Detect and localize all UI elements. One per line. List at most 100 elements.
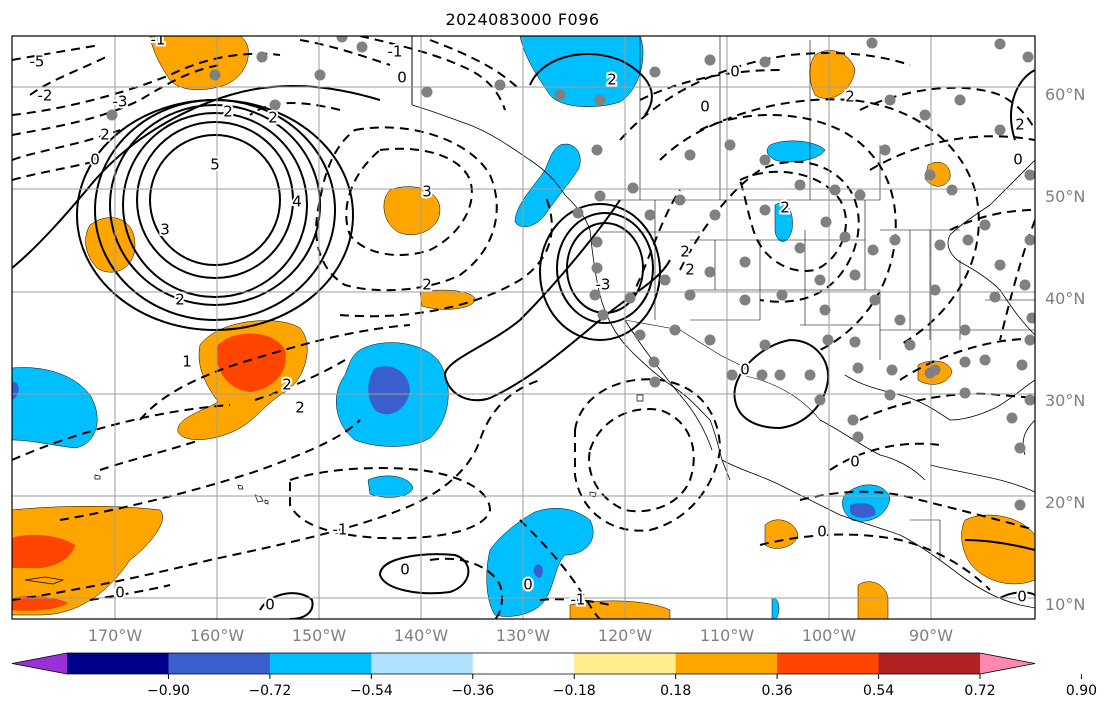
station-marker	[979, 354, 991, 366]
station-marker	[597, 309, 609, 321]
contour-label: 2	[1015, 116, 1025, 134]
lat-label: 50°N	[1045, 187, 1086, 206]
station-marker	[684, 289, 696, 301]
contour-label: 0	[817, 523, 827, 541]
contour-label: -1	[571, 591, 586, 609]
dashed-contours	[12, 36, 1035, 619]
station-marker	[704, 334, 716, 346]
station-marker	[814, 394, 826, 406]
station-marker	[494, 79, 506, 91]
station-marker	[421, 86, 433, 98]
contour-label: -2	[38, 87, 53, 105]
map-frame	[11, 35, 1036, 620]
contour-label: 2	[175, 291, 185, 309]
contour-label: 0	[397, 69, 407, 87]
map-title: 2024083000 F096	[445, 10, 600, 29]
station-marker	[829, 184, 841, 196]
colorbar-tick-label: 0.18	[660, 683, 692, 699]
contour-label: 3	[422, 183, 432, 201]
colorbar-tick-label: 0.36	[761, 683, 793, 699]
station-marker	[649, 66, 661, 78]
political-borders	[600, 36, 1035, 560]
station-marker	[336, 36, 348, 43]
station-marker	[756, 369, 768, 381]
colorbar-tick-label: −0.18	[552, 683, 596, 699]
station-marker	[644, 209, 656, 221]
station-marker	[959, 324, 971, 336]
station-marker	[814, 274, 826, 286]
colorbar-segment	[472, 653, 575, 674]
station-marker	[649, 376, 661, 388]
contour-label: 4	[292, 193, 302, 211]
station-marker	[794, 179, 806, 191]
lon-label: 110°W	[699, 626, 755, 645]
contour-label: 2	[780, 199, 790, 217]
station-marker	[209, 69, 221, 81]
station-marker	[356, 41, 368, 53]
station-marker	[554, 89, 566, 101]
solid-contours	[12, 53, 1035, 619]
station-marker	[794, 242, 806, 254]
station-marker	[854, 189, 866, 201]
lon-label: 120°W	[597, 626, 653, 645]
station-marker	[804, 369, 816, 381]
station-marker	[849, 336, 861, 348]
colorbar-segment	[878, 653, 981, 674]
station-marker	[669, 324, 681, 336]
contour-label: -3	[596, 276, 611, 294]
contour-label: 2	[295, 399, 305, 417]
station-marker	[839, 231, 851, 243]
colorbar-tick-label: −0.72	[248, 683, 292, 699]
station-marker	[962, 234, 974, 246]
contour-label: 0	[700, 98, 710, 116]
lon-label: 150°W	[291, 626, 347, 645]
station-marker	[889, 234, 901, 246]
colorbar-segment	[675, 653, 778, 674]
station-marker	[1024, 334, 1035, 346]
station-marker	[867, 244, 879, 256]
station-marker	[724, 139, 736, 151]
colorbar-tick-label: 0.72	[964, 683, 996, 699]
colorbar-segment	[269, 653, 372, 674]
station-marker	[886, 364, 898, 376]
station-marker	[591, 144, 603, 156]
station-marker	[919, 109, 931, 121]
station-marker	[106, 109, 118, 121]
station-marker	[256, 51, 268, 63]
station-marker	[684, 149, 696, 161]
station-marker	[954, 94, 966, 106]
station-marker	[894, 314, 906, 326]
lat-label: 60°N	[1045, 85, 1086, 104]
colorbar	[11, 652, 1082, 679]
station-marker	[1016, 359, 1028, 371]
station-marker	[674, 194, 686, 206]
colorbar-tick-label: 0.54	[862, 683, 895, 699]
station-marker	[1024, 234, 1035, 246]
colorbar-segment	[67, 653, 169, 674]
station-marker	[904, 339, 916, 351]
station-marker	[627, 182, 639, 194]
contour-label: 2	[845, 88, 855, 106]
contour-label: 2	[422, 276, 432, 294]
station-marker	[879, 144, 891, 156]
contour-label: 2	[680, 243, 690, 261]
contour-label: 5	[210, 156, 220, 174]
colorbar-tick-label: −0.54	[349, 683, 393, 699]
station-marker	[659, 274, 671, 286]
colorbar-outline	[11, 652, 1036, 675]
station-marker	[819, 304, 831, 316]
contour-label: 2	[607, 71, 617, 89]
contour-label: 0	[90, 151, 100, 169]
station-marker	[704, 54, 716, 66]
contour-label: 2	[685, 261, 695, 279]
station-marker	[739, 256, 751, 268]
station-marker	[822, 334, 834, 346]
lon-label: 140°W	[393, 626, 449, 645]
station-marker	[994, 124, 1006, 136]
station-marker	[924, 169, 936, 181]
station-marker	[1014, 499, 1026, 511]
station-marker	[884, 94, 896, 106]
station-marker	[1022, 51, 1034, 63]
station-marker	[994, 259, 1006, 271]
